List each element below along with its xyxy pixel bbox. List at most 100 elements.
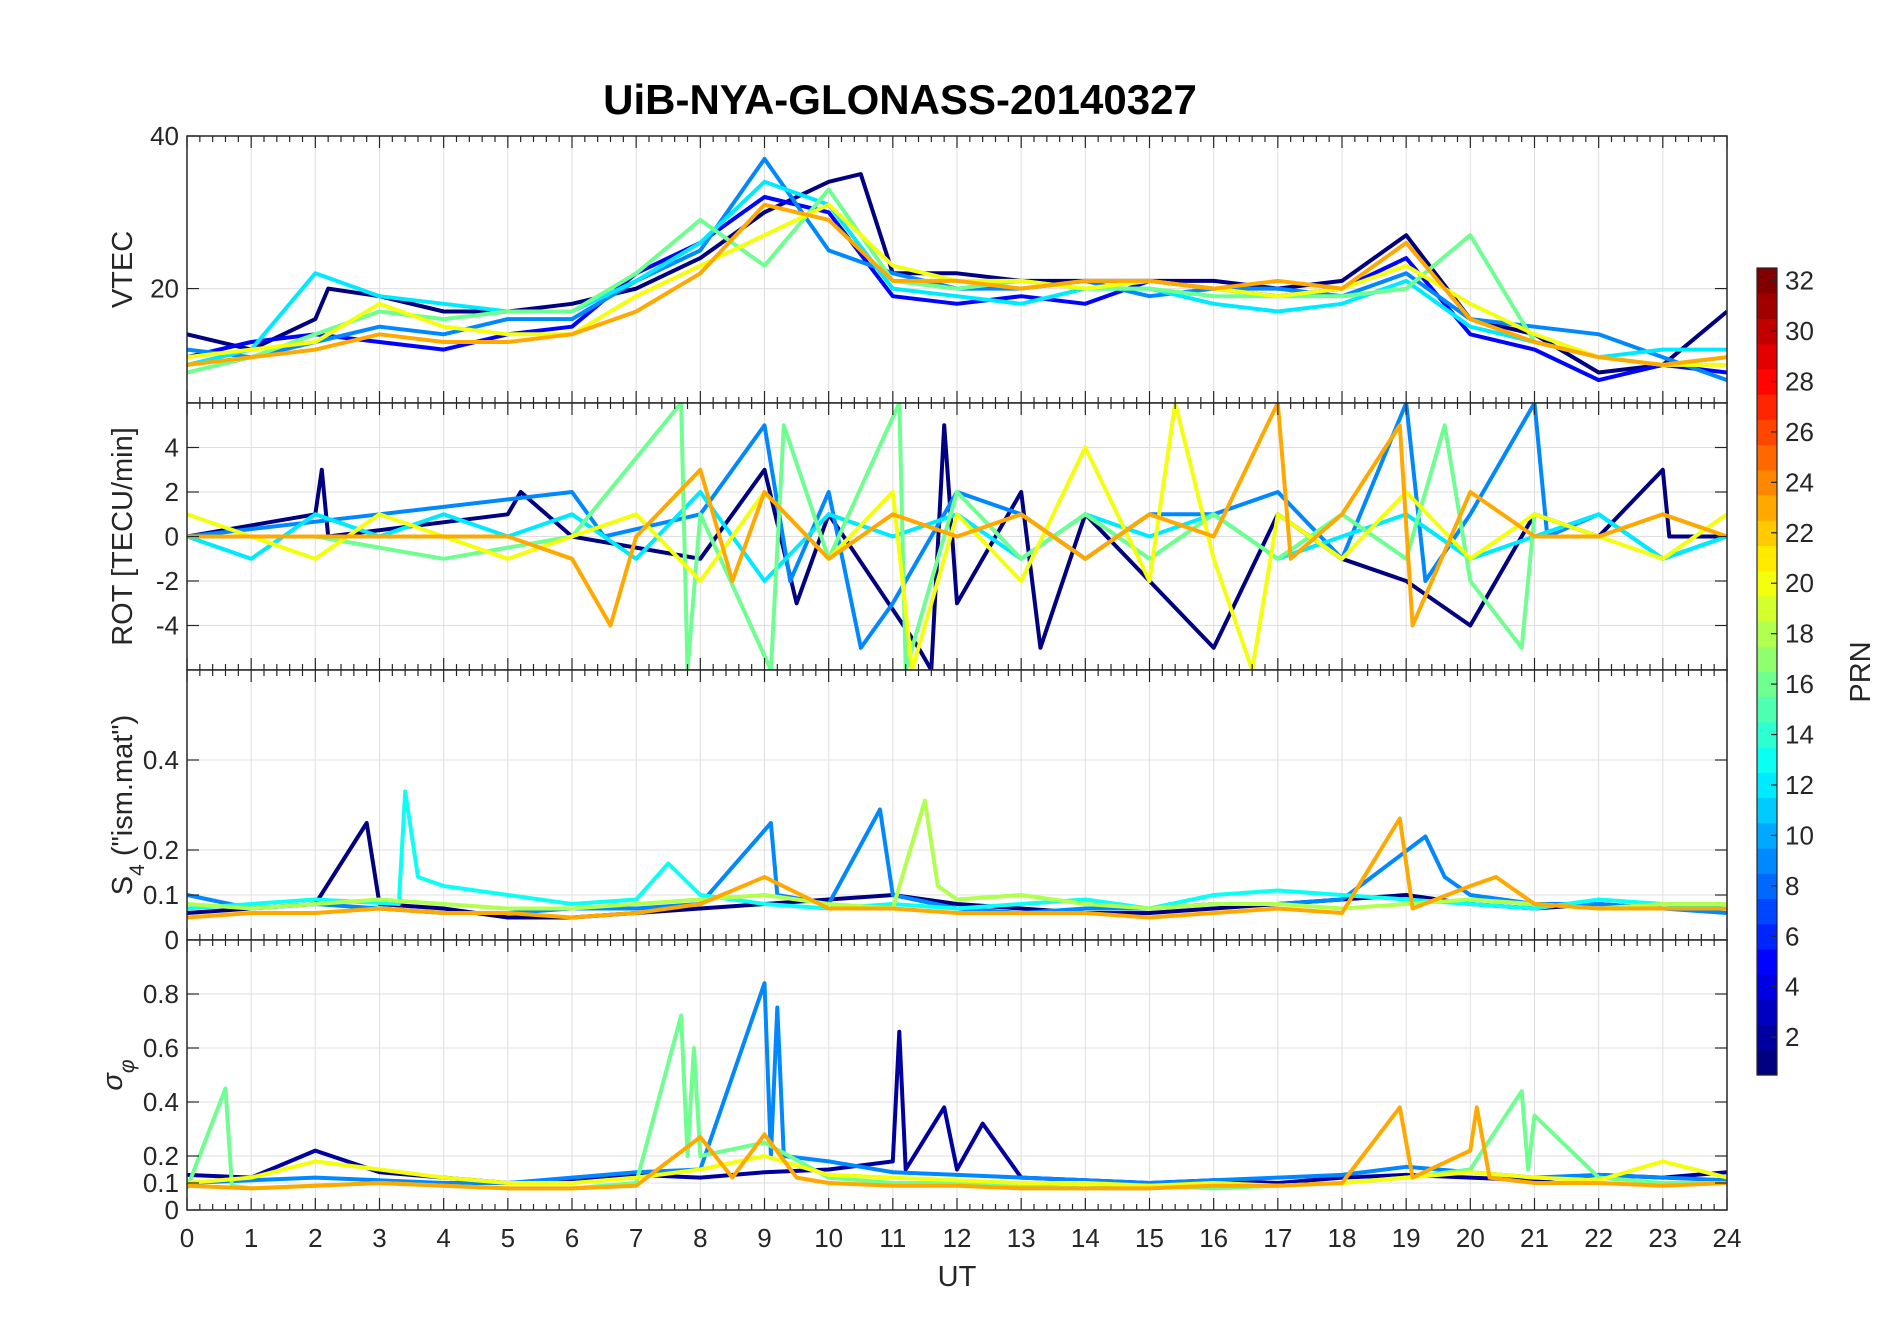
y-axis-label-main: σ xyxy=(97,1072,129,1091)
colorbar-segment xyxy=(1757,999,1777,1026)
panel-series xyxy=(187,403,1727,670)
colorbar-segment xyxy=(1757,419,1777,446)
x-tick-label: 11 xyxy=(879,1223,906,1253)
series-prn-12 xyxy=(187,179,1727,367)
series-prn-23 xyxy=(187,816,1727,920)
x-tick-label: 13 xyxy=(1007,1223,1036,1253)
y-tick-label: 0.2 xyxy=(143,1141,179,1171)
x-tick-label: 3 xyxy=(372,1223,386,1253)
x-axis-label: UT xyxy=(938,1261,977,1293)
x-axis: 0 1 2 3 4 5 6 7 8 9 10 11 12 13 14 15 16 17 18 19 20 21 22 23 24 xyxy=(180,1223,1742,1253)
panel-ticks xyxy=(186,403,1728,670)
y-tick-label: 0.4 xyxy=(143,745,179,775)
colorbar-segment xyxy=(1757,923,1777,950)
y-axis-label-subscript: 4 xyxy=(126,864,149,876)
panel-rot: -4 -2 0 2 4 ROT [TECU/min] xyxy=(107,402,1728,671)
x-tick-label: 0 xyxy=(180,1223,194,1253)
x-tick-label: 12 xyxy=(943,1223,972,1253)
colorbar-tick-label: 32 xyxy=(1785,266,1814,296)
colorbar-tick-label: 20 xyxy=(1785,568,1814,598)
y-axis-label-main: S xyxy=(107,876,139,895)
series-prn-5 xyxy=(187,195,1727,383)
y-axis-label: S4 ("ism.mat") xyxy=(107,715,149,896)
panel-vtec: 20 40 VTEC xyxy=(107,121,1728,404)
series-prn-9 xyxy=(187,981,1727,1185)
panel-series xyxy=(187,789,1727,920)
colorbar-segment xyxy=(1757,696,1777,723)
colorbar-tick-label: 30 xyxy=(1785,316,1814,346)
y-tick-label: 0.1 xyxy=(143,1168,179,1198)
y-tick-label: -2 xyxy=(156,566,179,596)
y-tick-label: 2 xyxy=(165,477,179,507)
y-tick-label: 0.1 xyxy=(143,880,179,910)
colorbar-segment xyxy=(1757,494,1777,521)
series-prn-23 xyxy=(187,202,1727,367)
x-tick-label: 7 xyxy=(629,1223,643,1253)
x-tick-label: 8 xyxy=(693,1223,707,1253)
colorbar-tick-label: 2 xyxy=(1785,1022,1799,1052)
colorbar-tick-label: 4 xyxy=(1785,972,1799,1002)
y-tick-label: 0.8 xyxy=(143,979,179,1009)
x-tick-label: 17 xyxy=(1263,1223,1292,1253)
colorbar-segment xyxy=(1757,444,1777,471)
colorbar-segment xyxy=(1757,721,1777,748)
y-tick-label: 0 xyxy=(165,1195,179,1225)
panel-series xyxy=(187,981,1727,1191)
x-tick-label: 23 xyxy=(1648,1223,1677,1253)
colorbar-tick-label: 8 xyxy=(1785,871,1799,901)
colorbar-segment xyxy=(1757,343,1777,370)
y-axis-label-suffix: ("ism.mat") xyxy=(107,715,139,864)
series-prn-20 xyxy=(187,1154,1727,1188)
x-tick-label: 15 xyxy=(1135,1223,1164,1253)
colorbar-segment xyxy=(1757,822,1777,849)
y-tick-label: 0 xyxy=(165,522,179,552)
colorbar-tick-label: 12 xyxy=(1785,770,1814,800)
colorbar-segment xyxy=(1757,368,1777,395)
x-tick-label: 21 xyxy=(1520,1223,1549,1253)
colorbar-segment xyxy=(1757,873,1777,900)
colorbar-segment xyxy=(1757,520,1777,547)
panel-sigphi: 00.10.2 0.4 0.6 0.8 σφ xyxy=(97,939,1728,1225)
panel-ticks xyxy=(186,135,1728,403)
colorbar-segment xyxy=(1757,469,1777,496)
colorbar-segment xyxy=(1757,621,1777,647)
colorbar-label: PRN xyxy=(1845,641,1877,702)
colorbar-segment xyxy=(1757,646,1777,673)
colorbar-segment xyxy=(1757,545,1777,572)
chart-title: UiB-NYA-GLONASS-20140327 xyxy=(603,76,1197,123)
colorbar-segment xyxy=(1757,268,1777,294)
y-axis-label: VTEC xyxy=(107,231,139,308)
colorbar-segment xyxy=(1757,1049,1777,1076)
colorbar-segment xyxy=(1757,772,1777,799)
y-tick-label: -4 xyxy=(156,611,179,641)
y-tick-label: 0.2 xyxy=(143,835,179,865)
panel-ticks xyxy=(186,940,1728,1211)
y-tick-label: 40 xyxy=(150,121,179,151)
y-axis-label-main: ROT [TECU/min] xyxy=(107,427,139,646)
y-axis-label-subscript: φ xyxy=(116,1059,139,1073)
x-tick-label: 22 xyxy=(1584,1223,1613,1253)
colorbar-tick-label: 18 xyxy=(1785,619,1814,649)
x-tick-label: 2 xyxy=(308,1223,322,1253)
colorbar-segment xyxy=(1757,898,1777,925)
series-prn-20 xyxy=(187,403,1727,670)
series-prn-23 xyxy=(187,1105,1727,1191)
colorbar-tick-label: 6 xyxy=(1785,921,1799,951)
panel-series xyxy=(187,156,1727,383)
y-tick-label: 20 xyxy=(150,274,179,304)
colorbar-segment xyxy=(1757,974,1777,1000)
colorbar-tick-label: 28 xyxy=(1785,366,1814,396)
colorbar-segment xyxy=(1757,394,1777,420)
colorbar-tick-label: 16 xyxy=(1785,669,1814,699)
y-tick-label: 0 xyxy=(165,925,179,955)
colorbar-segment xyxy=(1757,570,1777,597)
y-tick-label: 4 xyxy=(165,433,179,463)
y-tick-label: 0.4 xyxy=(143,1087,179,1117)
colorbar-segment xyxy=(1757,595,1777,622)
panel-ticks xyxy=(186,670,1728,941)
x-tick-label: 4 xyxy=(436,1223,450,1253)
colorbar-frame xyxy=(1756,267,1778,1076)
colorbar-segment xyxy=(1757,1024,1777,1051)
